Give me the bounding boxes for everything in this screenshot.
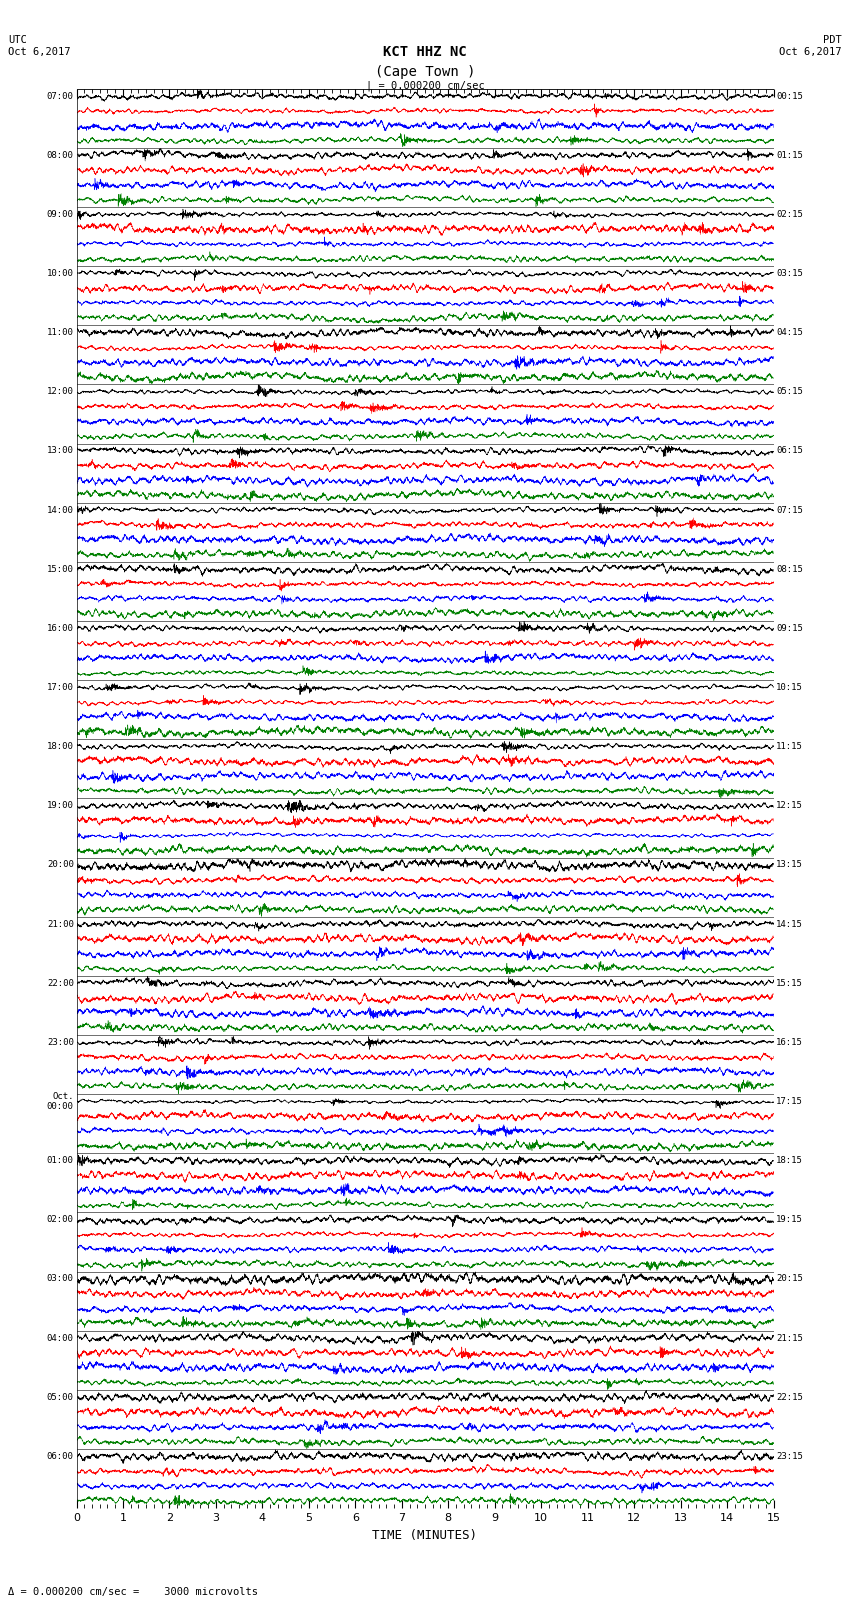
Text: PDT
Oct 6,2017: PDT Oct 6,2017 <box>779 35 842 56</box>
Text: (Cape Town ): (Cape Town ) <box>375 65 475 79</box>
X-axis label: TIME (MINUTES): TIME (MINUTES) <box>372 1529 478 1542</box>
Text: Δ = 0.000200 cm/sec =    3000 microvolts: Δ = 0.000200 cm/sec = 3000 microvolts <box>8 1587 258 1597</box>
Text: UTC
Oct 6,2017: UTC Oct 6,2017 <box>8 35 71 56</box>
Text: | = 0.000200 cm/sec: | = 0.000200 cm/sec <box>366 81 484 92</box>
Text: KCT HHZ NC: KCT HHZ NC <box>383 45 467 60</box>
